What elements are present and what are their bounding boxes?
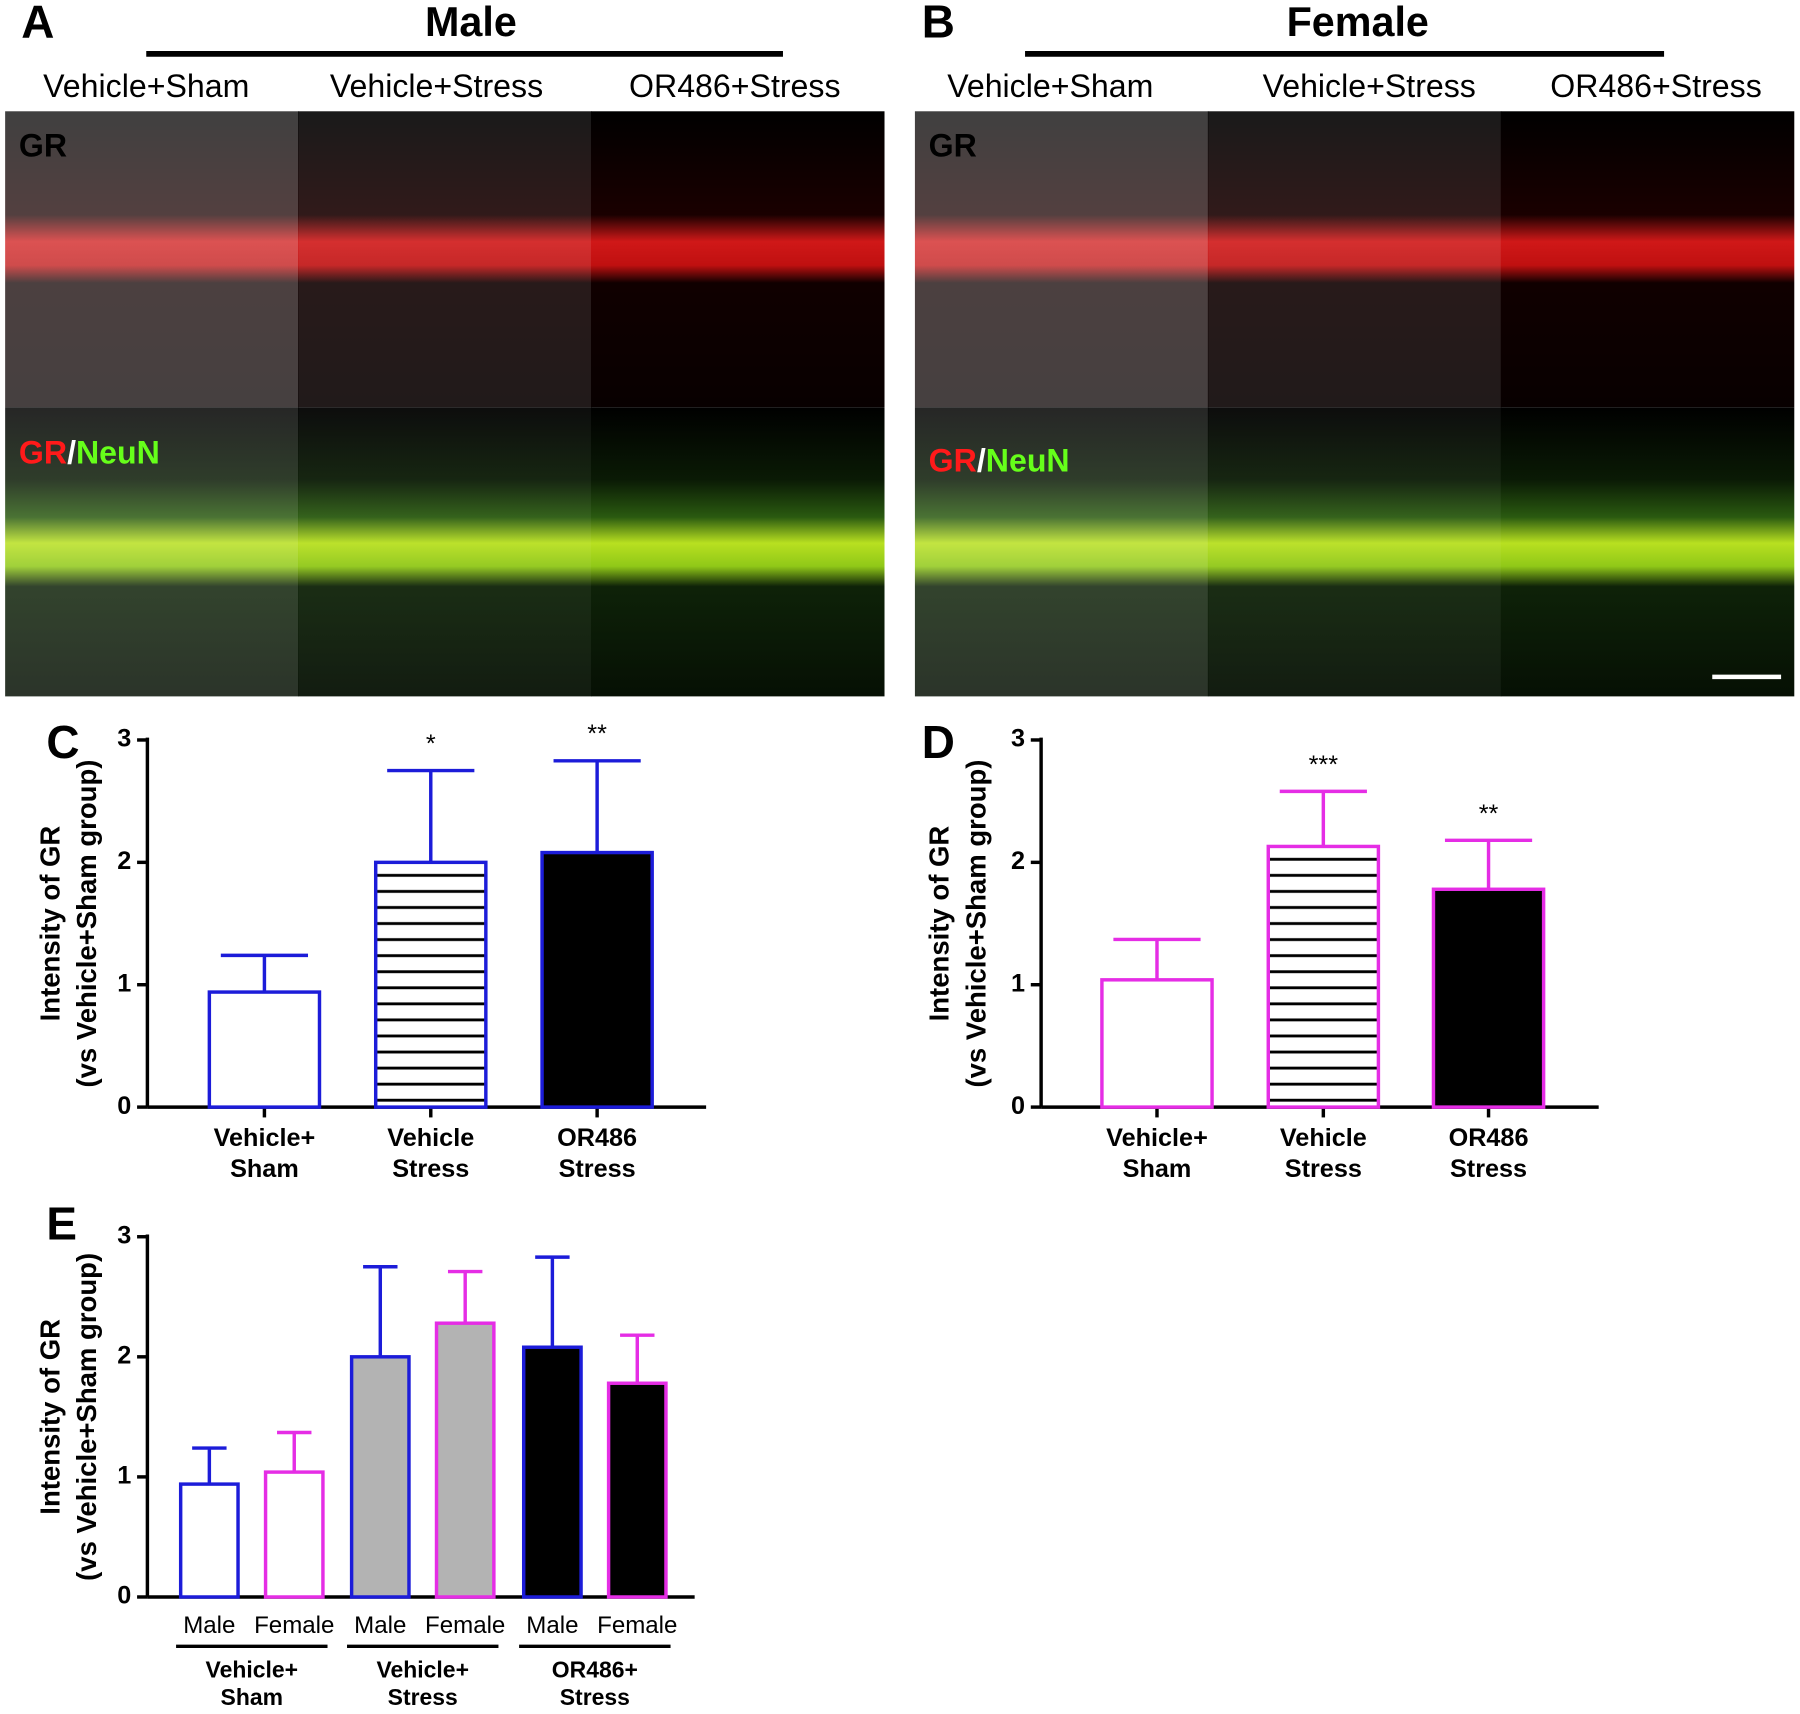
bar xyxy=(1100,978,1214,1109)
group-label: OR486+ xyxy=(552,1657,638,1683)
condition-label: Vehicle+Sham xyxy=(947,68,1153,104)
y-tick-label: 2 xyxy=(1011,847,1025,875)
y-tick-label: 2 xyxy=(117,1341,131,1369)
gr-image xyxy=(1207,111,1502,408)
group-label: Sham xyxy=(221,1684,283,1710)
merge-image xyxy=(591,407,885,697)
stain-part: / xyxy=(977,443,986,479)
gr-image xyxy=(591,111,885,408)
bar xyxy=(263,1470,325,1599)
x-tick-label: Vehicle xyxy=(387,1124,474,1152)
y-axis-label: Intensity of GR xyxy=(34,826,65,1022)
y-tick-label: 0 xyxy=(1011,1092,1025,1120)
bar xyxy=(349,1355,411,1599)
gr-image xyxy=(298,111,592,408)
stain-label: GR/NeuN xyxy=(19,435,160,471)
merge-image xyxy=(5,407,299,697)
significance: ** xyxy=(1479,800,1499,828)
x-tick-label: Male xyxy=(526,1612,578,1639)
bar xyxy=(521,1345,583,1599)
stain-part: / xyxy=(67,435,76,471)
y-tick-label: 1 xyxy=(117,1462,131,1490)
gr-image xyxy=(5,111,299,408)
stain-label: GR xyxy=(929,127,977,163)
x-tick-label: Male xyxy=(354,1612,406,1639)
significance: * xyxy=(426,730,436,758)
y-tick-label: 3 xyxy=(117,725,131,753)
condition-label: OR486+Stress xyxy=(629,68,841,104)
group-label: Stress xyxy=(560,1684,630,1710)
panel-letter: D xyxy=(922,716,955,768)
group-label: Vehicle+ xyxy=(206,1657,298,1683)
y-tick-label: 1 xyxy=(117,969,131,997)
condition-label: Vehicle+Stress xyxy=(1263,68,1476,104)
y-tick-label: 3 xyxy=(117,1221,131,1249)
x-tick-label: Stress xyxy=(1285,1155,1362,1183)
bar xyxy=(434,1321,496,1599)
y-tick-label: 0 xyxy=(117,1092,131,1120)
y-tick-label: 3 xyxy=(1011,725,1025,753)
bar xyxy=(540,850,654,1109)
x-tick-label: Male xyxy=(183,1612,235,1639)
panel-letter: B xyxy=(922,0,955,47)
stain-label: GR xyxy=(19,127,67,163)
y-tick-label: 0 xyxy=(117,1582,131,1610)
panel-letter: A xyxy=(21,0,54,47)
x-tick-label: Vehicle+ xyxy=(214,1124,316,1152)
stain-part: NeuN xyxy=(986,443,1070,479)
y-axis-label: (vs Vehicle+Sham group) xyxy=(960,760,991,1088)
y-axis-label: Intensity of GR xyxy=(34,1319,65,1515)
bar xyxy=(1266,844,1381,1109)
x-tick-label: OR486 xyxy=(557,1124,637,1152)
panel-letter: C xyxy=(46,716,79,768)
stain-label: GR/NeuN xyxy=(929,443,1070,479)
panel-title: Male xyxy=(425,0,517,45)
merge-image xyxy=(1207,407,1502,697)
panel-letter: E xyxy=(46,1198,77,1250)
group-label: Vehicle+ xyxy=(377,1657,469,1683)
bar xyxy=(1431,887,1546,1109)
stain-part: GR xyxy=(19,435,67,471)
x-tick-label: Female xyxy=(254,1612,334,1639)
gr-image xyxy=(1500,111,1795,408)
group-label: Stress xyxy=(388,1684,458,1710)
bar xyxy=(207,990,322,1109)
x-tick-label: Female xyxy=(425,1612,505,1639)
merge-image xyxy=(298,407,592,697)
bar xyxy=(373,860,488,1109)
bar xyxy=(178,1482,240,1599)
x-tick-label: Vehicle+ xyxy=(1106,1124,1208,1152)
y-tick-label: 1 xyxy=(1011,969,1025,997)
panel-title: Female xyxy=(1287,0,1429,45)
x-tick-label: Stress xyxy=(392,1155,469,1183)
x-tick-label: Female xyxy=(597,1612,677,1639)
significance: *** xyxy=(1309,751,1339,779)
y-axis-label: (vs Vehicle+Sham group) xyxy=(71,760,102,1088)
x-tick-label: Stress xyxy=(559,1155,636,1183)
y-tick-label: 2 xyxy=(117,847,131,875)
condition-label: Vehicle+Sham xyxy=(43,68,249,104)
x-tick-label: Vehicle xyxy=(1280,1124,1367,1152)
x-tick-label: Stress xyxy=(1450,1155,1527,1183)
x-tick-label: Sham xyxy=(230,1155,299,1183)
stain-part: GR xyxy=(929,443,977,479)
bar xyxy=(606,1381,668,1599)
y-axis-label: Intensity of GR xyxy=(924,826,955,1022)
gr-image xyxy=(914,111,1209,408)
condition-label: OR486+Stress xyxy=(1550,68,1762,104)
y-axis-label: (vs Vehicle+Sham group) xyxy=(71,1253,102,1581)
x-tick-label: Sham xyxy=(1123,1155,1192,1183)
significance: ** xyxy=(587,720,607,748)
x-tick-label: OR486 xyxy=(1449,1124,1529,1152)
merge-image xyxy=(914,407,1209,697)
condition-label: Vehicle+Stress xyxy=(330,68,543,104)
merge-image xyxy=(1500,407,1795,697)
stain-part: NeuN xyxy=(76,435,160,471)
